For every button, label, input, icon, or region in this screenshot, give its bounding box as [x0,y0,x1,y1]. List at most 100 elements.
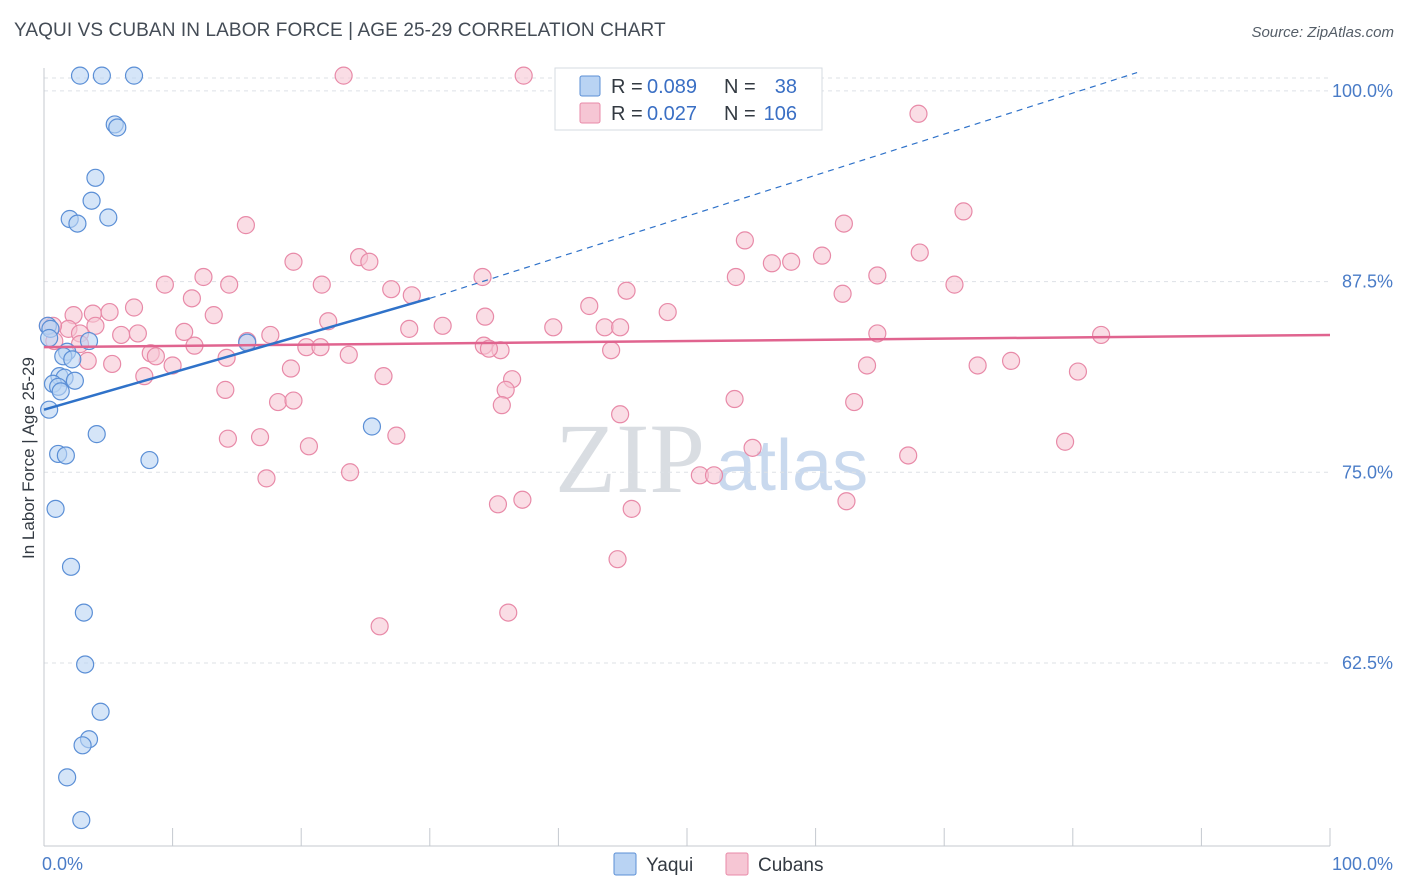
watermark-zip: ZIP [555,403,705,514]
cubans-point [743,438,762,457]
gridlines [44,77,1330,664]
legend-swatch-cubans [579,102,601,124]
yaqui-point [91,702,110,721]
cubans-point [284,252,303,271]
cubans-point [311,338,330,357]
cubans-point [726,267,745,287]
legend-r-label-yaqui: R = [611,76,643,98]
cubans-point [370,617,389,636]
yaqui-point [108,118,127,137]
cubans-point [845,392,864,412]
tick-labels: 62.5% 75.0% 87.5% 100.0% 0.0% 100.0% [42,81,1393,874]
yaqui-point [46,499,65,518]
y-tick-label: 62.5% [1342,653,1393,673]
cubans-point [617,281,636,300]
cubans-point [954,202,973,221]
bottom-legend-swatch-cubans [725,852,749,876]
cubans-point [909,104,928,123]
cubans-point [299,437,319,456]
legend-r-value-cubans: 0.027 [647,103,697,125]
cubans-point [216,380,235,399]
legend-r-label-cubans: R = [611,103,643,125]
bottom-legend-label-yaqui: Yaqui [646,855,693,876]
cubans-point [834,214,853,233]
yaqui-point [87,425,106,444]
legend-n-label-cubans: N = [724,103,756,125]
cubans-point [433,316,452,335]
yaqui-trend-line [43,297,431,411]
cubans-point [762,254,781,273]
yaqui-point [124,66,144,85]
cubans-point [339,345,358,364]
y-tick-label: 87.5% [1342,272,1393,292]
cubans-point [86,316,105,335]
cubans-point [387,426,406,445]
cubans-point [155,275,174,294]
cubans-point [499,603,518,622]
cubans-point [475,307,495,326]
cubans-point [812,246,832,265]
cubans-point [868,324,887,343]
yaqui-point [63,350,82,369]
cubans-point [602,341,621,360]
cubans-point [374,367,393,386]
cubans-point [622,499,641,518]
cubans-point [220,275,239,294]
cubans-point [250,428,270,447]
legend-r-value-yaqui: 0.089 [647,76,697,98]
cubans-point [257,469,276,488]
cubans-point [284,391,303,410]
yaqui-point [61,557,81,576]
cubans-point [334,66,353,85]
yaqui-point [92,66,111,85]
cubans-point [725,389,744,409]
yaqui-trend-extension [429,72,1138,299]
cubans-point [514,66,533,85]
yaqui-point [82,191,101,210]
cubans-points [38,66,1111,636]
cubans-point [658,302,677,322]
cubans-point [608,550,627,569]
cubans-point [218,429,237,448]
legend-n-label-yaqui: N = [724,76,756,98]
cubans-point [103,354,122,374]
axes [43,68,1331,847]
yaqui-point [74,603,93,622]
cubans-point [175,322,194,342]
cubans-point [382,280,401,299]
cubans-point [400,319,419,338]
correlation-legend: R = 0.089 N = 38 R = 0.027 N = 106 [554,67,823,131]
cubans-point [194,267,213,287]
yaqui-point [65,371,84,390]
bottom-legend-swatch-yaqui [613,852,637,876]
yaqui-points [38,66,382,830]
cubans-point [1091,325,1111,345]
yaqui-point [58,768,77,787]
cubans-point [1001,351,1021,370]
cubans-point [146,347,165,366]
y-tick-label: 75.0% [1342,462,1393,482]
x-tick-label-max: 100.0% [1332,854,1393,874]
cubans-point [833,284,852,303]
cubans-point [492,396,511,415]
cubans-point [782,252,801,271]
cubans-point [945,275,964,294]
yaqui-point [51,382,70,401]
cubans-point [312,275,331,294]
cubans-point [899,446,918,465]
yaqui-point [73,736,92,755]
cubans-point [580,296,599,316]
cubans-point [268,392,288,412]
cubans-point [857,356,877,375]
cubans-point [496,380,515,399]
yaqui-point [79,331,99,351]
yaqui-point [86,168,105,187]
cubans-point [611,318,630,337]
cubans-point [78,351,97,370]
yaqui-point [76,655,95,674]
series-legend: Yaqui Cubans [613,852,824,876]
cubans-point [281,359,301,378]
cubans-point [112,325,131,345]
cubans-point [163,356,182,375]
